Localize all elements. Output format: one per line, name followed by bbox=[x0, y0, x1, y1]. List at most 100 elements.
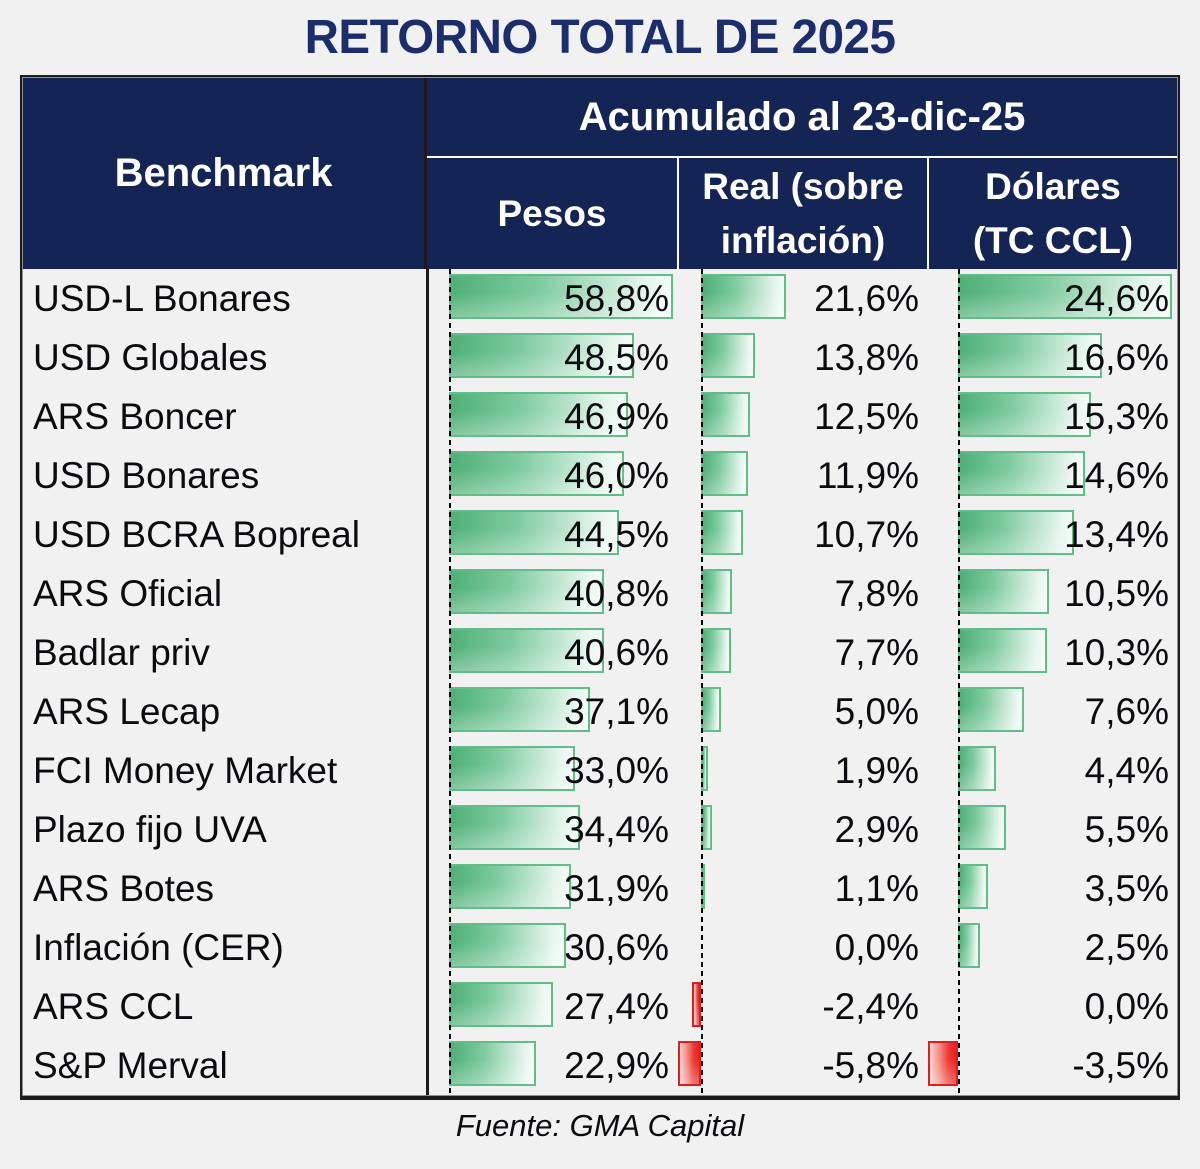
benchmark-label: ARS CCL bbox=[33, 985, 194, 1027]
positive-data-bar bbox=[449, 1041, 537, 1086]
value-cell-real: 10,7% bbox=[677, 505, 927, 564]
value-cell-real: 1,9% bbox=[677, 741, 927, 800]
positive-data-bar bbox=[701, 628, 732, 673]
column-header-pesos: Pesos bbox=[427, 158, 677, 269]
value-cell-pesos: 40,6% bbox=[427, 623, 677, 682]
value-cell-dolares: 16,6% bbox=[927, 328, 1177, 387]
subheader-row: Pesos Real (sobre inflación) Dólares (TC CCL… bbox=[427, 158, 1177, 269]
benchmark-label: Badlar priv bbox=[33, 631, 210, 673]
value-text: 4,4% bbox=[1084, 749, 1169, 791]
value-text: 7,6% bbox=[1084, 690, 1169, 732]
dolares-axis-line bbox=[958, 269, 960, 1095]
table-row: ARS Boncer 46,9% 12,5% 15,3% bbox=[23, 387, 1177, 446]
value-cell-dolares: 4,4% bbox=[927, 741, 1177, 800]
column-header-line1: Dólares bbox=[985, 165, 1121, 207]
positive-data-bar bbox=[701, 333, 756, 378]
source-note: Fuente: GMA Capital bbox=[455, 1108, 745, 1143]
benchmark-label: ARS Lecap bbox=[33, 690, 221, 732]
value-cell-real: 12,5% bbox=[677, 387, 927, 446]
benchmark-label: ARS Boncer bbox=[33, 395, 237, 437]
value-cell-dolares: 10,5% bbox=[927, 564, 1177, 623]
value-cell-pesos: 46,9% bbox=[427, 387, 677, 446]
benchmark-label: USD Bonares bbox=[33, 454, 260, 496]
positive-data-bar bbox=[958, 274, 1172, 319]
benchmark-label: S&P Merval bbox=[33, 1044, 228, 1086]
value-text: 21,6% bbox=[814, 277, 919, 319]
value-cell-real: 21,6% bbox=[677, 269, 927, 328]
table-row: ARS Lecap 37,1% 5,0% 7,6% bbox=[23, 682, 1177, 741]
value-cell-dolares: 24,6% bbox=[927, 269, 1177, 328]
negative-data-bar bbox=[678, 1041, 701, 1086]
value-cell-real: 5,0% bbox=[677, 682, 927, 741]
value-text: 10,3% bbox=[1064, 631, 1169, 673]
value-text: -5,8% bbox=[822, 1044, 919, 1086]
benchmark-label: ARS Botes bbox=[33, 867, 214, 909]
value-text: 31,9% bbox=[564, 867, 669, 909]
value-cell-real: 7,7% bbox=[677, 623, 927, 682]
value-text: -3,5% bbox=[1072, 1044, 1169, 1086]
value-text: 1,1% bbox=[834, 867, 919, 909]
positive-data-bar bbox=[701, 392, 751, 437]
benchmark-label: Inflación (CER) bbox=[33, 926, 284, 968]
benchmark-label: FCI Money Market bbox=[33, 749, 338, 791]
value-text: 58,8% bbox=[564, 277, 669, 319]
value-cell-pesos: 48,5% bbox=[427, 328, 677, 387]
value-text: 14,6% bbox=[1064, 454, 1169, 496]
benchmark-label: USD Globales bbox=[33, 336, 268, 378]
value-cell-pesos: 34,4% bbox=[427, 800, 677, 859]
value-cell-real: 13,8% bbox=[677, 328, 927, 387]
value-text: 13,8% bbox=[814, 336, 919, 378]
value-text: 2,5% bbox=[1084, 926, 1169, 968]
value-text: 2,9% bbox=[834, 808, 919, 850]
positive-data-bar bbox=[958, 392, 1091, 437]
value-cell-real: 1,1% bbox=[677, 859, 927, 918]
positive-data-bar bbox=[449, 687, 591, 732]
value-cell-pesos: 37,1% bbox=[427, 682, 677, 741]
value-cell-pesos: 58,8% bbox=[427, 269, 677, 328]
value-cell-real: -5,8% bbox=[677, 1036, 927, 1095]
value-cell-dolares: 13,4% bbox=[927, 505, 1177, 564]
value-text: 16,6% bbox=[1064, 336, 1169, 378]
positive-data-bar bbox=[958, 451, 1085, 496]
value-cell-dolares: 2,5% bbox=[927, 918, 1177, 977]
negative-data-bar bbox=[927, 1041, 958, 1086]
value-text: 7,8% bbox=[834, 572, 919, 614]
positive-data-bar bbox=[958, 864, 989, 909]
value-text: 30,6% bbox=[564, 926, 669, 968]
value-cell-dolares: 0,0% bbox=[927, 977, 1177, 1036]
returns-table: Benchmark Acumulado al 23-dic-25 Pesos Re… bbox=[20, 75, 1180, 1100]
benchmark-label: Plazo fijo UVA bbox=[33, 808, 267, 850]
value-text: -2,4% bbox=[822, 985, 919, 1027]
value-cell-pesos: 22,9% bbox=[427, 1036, 677, 1095]
table-header: Benchmark Acumulado al 23-dic-25 Pesos Re… bbox=[23, 78, 1177, 269]
value-text: 46,0% bbox=[564, 454, 669, 496]
value-cell-dolares: 5,5% bbox=[927, 800, 1177, 859]
value-text: 33,0% bbox=[564, 749, 669, 791]
column-header-real: Real (sobre inflación) bbox=[677, 158, 927, 269]
value-text: 3,5% bbox=[1084, 867, 1169, 909]
table-row: Plazo fijo UVA 34,4% 2,9% 5,5% bbox=[23, 800, 1177, 859]
table-row: ARS CCL 27,4% -2,4% 0,0% bbox=[23, 977, 1177, 1036]
column-header-line1: Pesos bbox=[497, 192, 607, 234]
column-header-line2: (TC CCL) bbox=[972, 219, 1134, 261]
benchmark-label: USD-L Bonares bbox=[33, 277, 291, 319]
value-text: 5,5% bbox=[1084, 808, 1169, 850]
value-cell-pesos: 31,9% bbox=[427, 859, 677, 918]
positive-data-bar bbox=[449, 923, 566, 968]
positive-data-bar bbox=[958, 687, 1024, 732]
value-cell-pesos: 46,0% bbox=[427, 446, 677, 505]
value-cell-pesos: 44,5% bbox=[427, 505, 677, 564]
table-row: Inflación (CER) 30,6% 0,0% 2,5% bbox=[23, 918, 1177, 977]
value-text: 27,4% bbox=[564, 985, 669, 1027]
value-cell-dolares: 14,6% bbox=[927, 446, 1177, 505]
positive-data-bar bbox=[449, 982, 554, 1027]
benchmark-label: ARS Oficial bbox=[33, 572, 223, 614]
value-cell-pesos: 27,4% bbox=[427, 977, 677, 1036]
table-row: USD Globales 48,5% 13,8% 16,6% bbox=[23, 328, 1177, 387]
real-axis-line bbox=[701, 269, 703, 1095]
value-cell-dolares: 15,3% bbox=[927, 387, 1177, 446]
positive-data-bar bbox=[449, 569, 605, 614]
value-text: 40,8% bbox=[564, 572, 669, 614]
positive-data-bar bbox=[449, 746, 575, 791]
benchmark-label: USD BCRA Bopreal bbox=[33, 513, 360, 555]
